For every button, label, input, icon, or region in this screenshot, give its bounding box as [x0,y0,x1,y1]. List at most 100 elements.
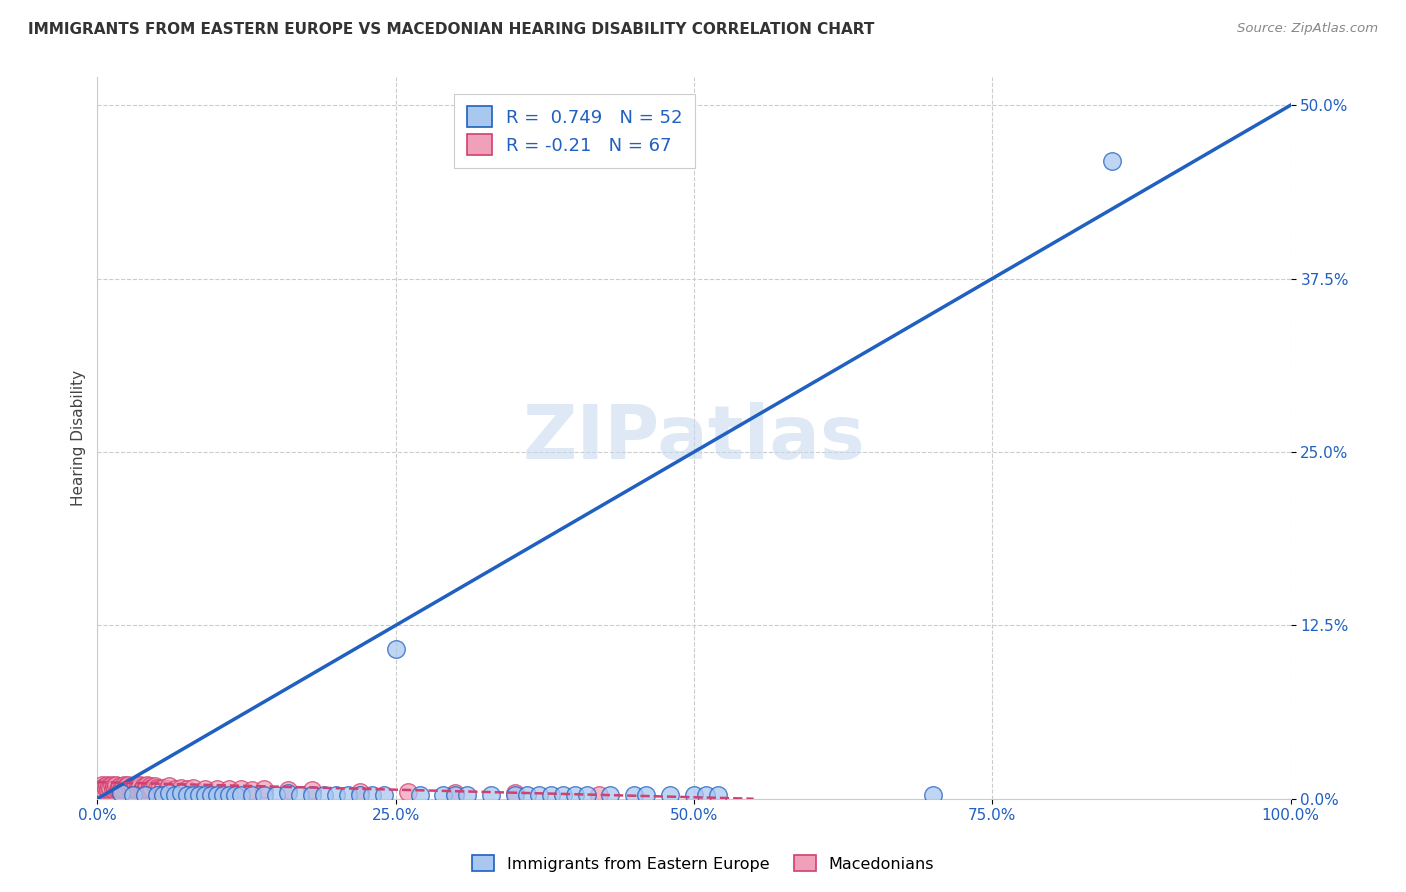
Point [229,788,252,802]
Point [181,780,204,795]
Point [176,782,198,797]
Point [479,788,502,802]
Point [551,788,574,802]
Point [98,779,121,793]
Point [290,788,312,802]
Point [143,779,166,793]
Point [103,779,125,793]
Point [96,778,118,792]
Point [253,782,276,797]
Point [516,788,538,802]
Point [146,788,169,802]
Point [503,786,526,800]
Point [104,780,127,795]
Point [148,782,170,797]
Point [128,780,150,795]
Point [124,780,146,795]
Text: ZIPatlas: ZIPatlas [523,401,865,475]
Point [97,782,120,797]
Point [242,788,264,802]
Point [224,788,246,802]
Point [170,786,193,800]
Point [218,782,240,797]
Point [132,779,155,793]
Point [266,788,288,802]
Point [921,788,943,802]
Point [205,782,228,797]
Point [122,788,145,802]
Point [301,783,323,797]
Point [94,780,117,795]
Point [139,779,162,793]
Point [91,782,114,797]
Point [623,788,645,802]
Point [1101,153,1123,168]
Point [135,780,157,795]
Point [599,788,621,802]
Point [181,788,204,802]
Point [325,788,347,802]
Point [695,788,717,802]
Point [211,788,233,802]
Point [122,782,145,797]
Point [155,782,177,797]
Point [456,788,478,802]
Point [218,788,240,802]
Point [170,780,193,795]
Point [301,788,323,802]
Text: Source: ZipAtlas.com: Source: ZipAtlas.com [1237,22,1378,36]
Point [131,782,153,797]
Point [396,785,419,799]
Point [110,786,132,800]
Point [108,780,131,795]
Point [277,786,299,800]
Point [118,782,141,797]
Y-axis label: Hearing Disability: Hearing Disability [72,370,86,506]
Point [163,788,186,802]
Point [134,782,156,797]
Point [112,778,135,792]
Point [152,780,174,795]
Point [659,788,682,802]
Point [540,788,562,802]
Point [105,778,128,792]
Point [127,779,149,793]
Point [101,782,124,797]
Point [100,780,122,795]
Point [384,642,406,657]
Point [117,778,139,792]
Point [152,788,174,802]
Point [146,780,169,795]
Point [134,788,156,802]
Point [115,780,138,795]
Point [111,780,134,795]
Point [115,779,138,793]
Point [157,786,180,800]
Point [253,788,276,802]
Point [194,782,217,797]
Point [157,779,180,793]
Point [107,782,129,797]
Point [90,780,112,795]
Point [176,788,198,802]
Point [194,788,217,802]
Point [373,788,395,802]
Point [124,778,146,792]
Point [707,788,730,802]
Point [636,788,658,802]
Text: IMMIGRANTS FROM EASTERN EUROPE VS MACEDONIAN HEARING DISABILITY CORRELATION CHAR: IMMIGRANTS FROM EASTERN EUROPE VS MACEDO… [28,22,875,37]
Point [683,788,706,802]
Point [277,783,299,797]
Point [141,782,163,797]
Point [360,788,382,802]
Point [110,782,132,797]
Point [114,782,136,797]
Point [564,788,586,802]
Point [163,782,186,797]
Point [242,783,264,797]
Point [91,778,114,792]
Point [408,788,430,802]
Point [200,788,222,802]
Point [349,788,371,802]
Point [349,785,371,799]
